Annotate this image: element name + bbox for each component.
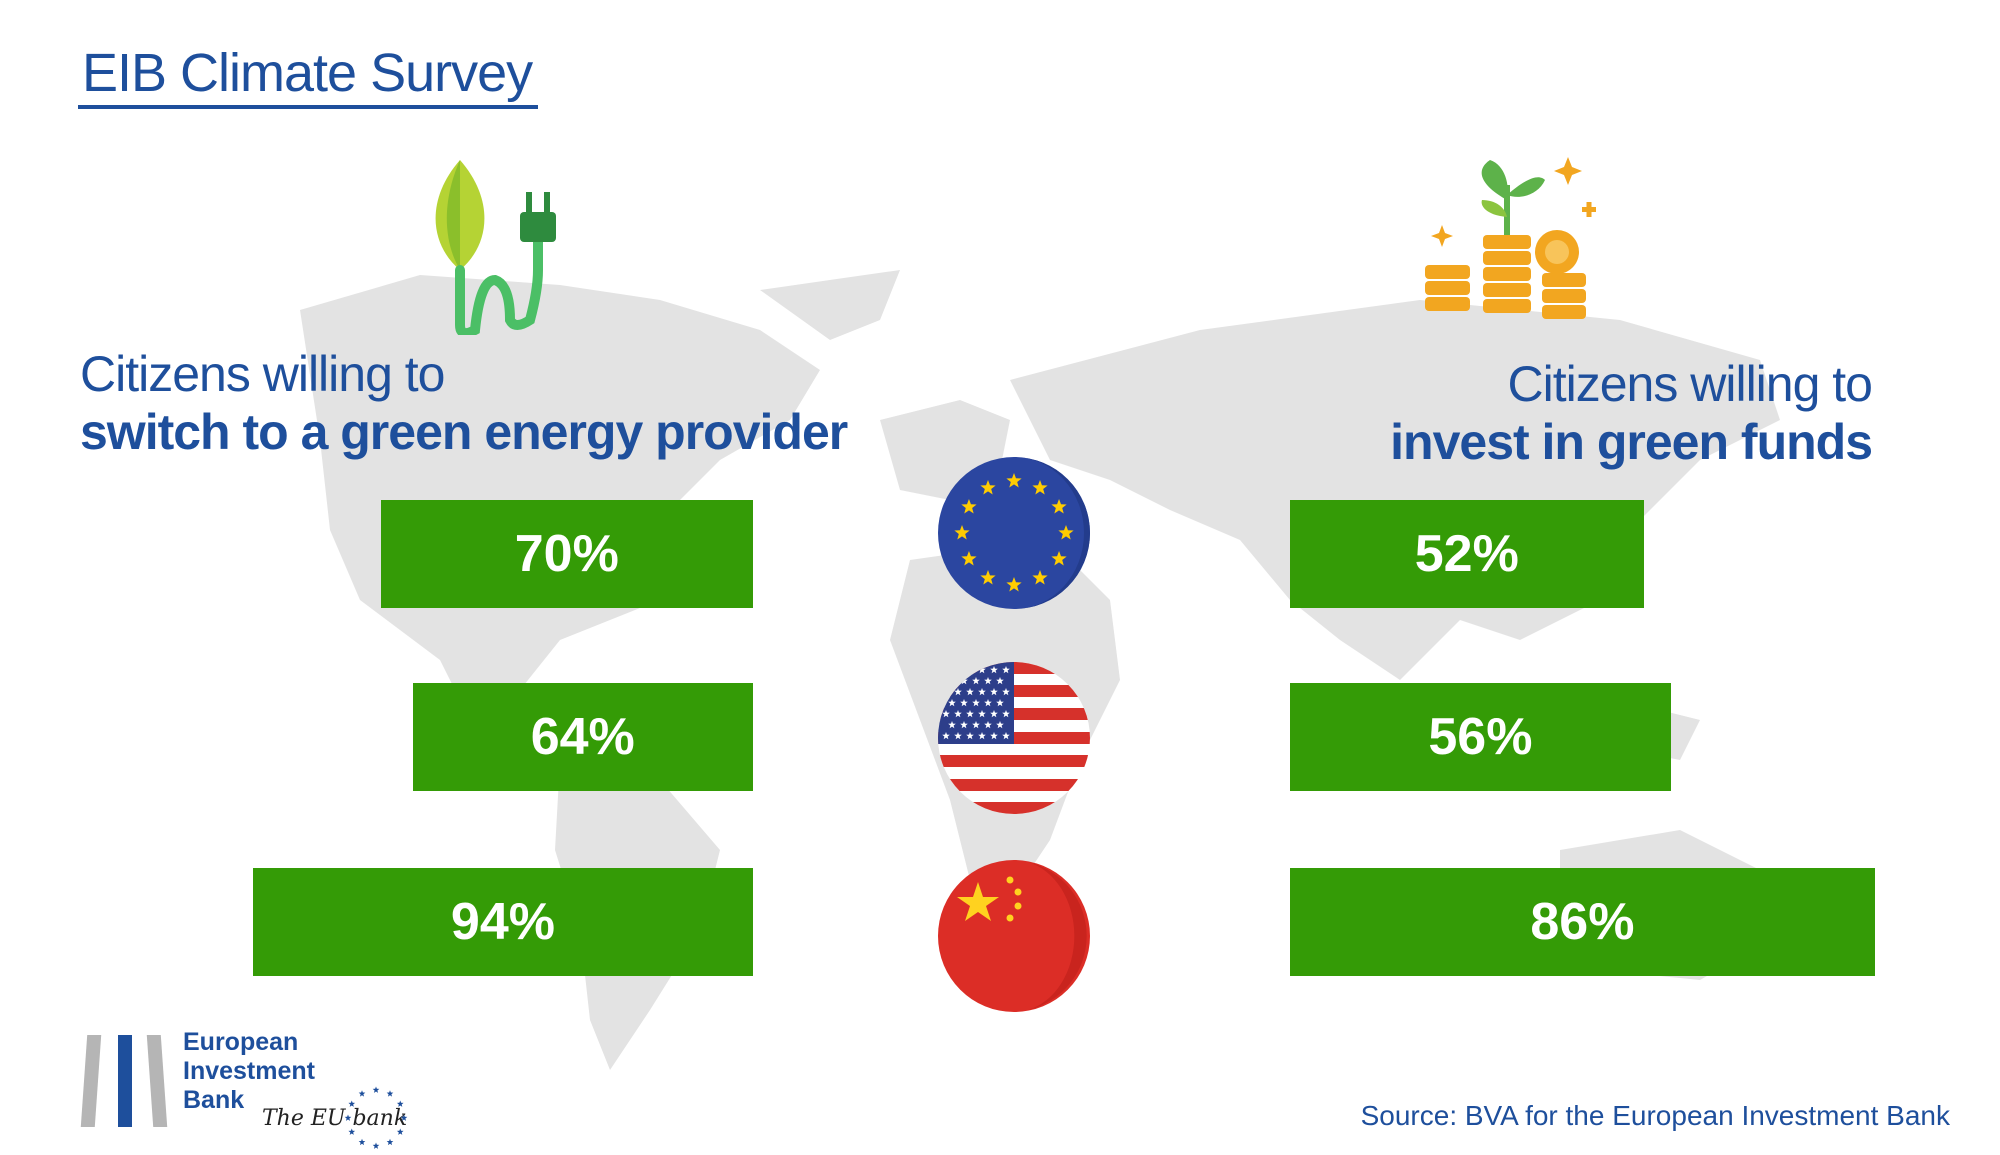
us-star xyxy=(948,677,956,685)
logo-line2: Investment xyxy=(183,1057,315,1085)
us-star xyxy=(984,677,992,685)
plug-leaf-icon xyxy=(435,160,556,335)
tagline-star xyxy=(386,1090,394,1097)
eu-star xyxy=(1032,479,1048,495)
us-star xyxy=(948,721,956,729)
bar-green-funds-eu: 52% xyxy=(1290,500,1644,608)
us-star xyxy=(960,699,968,707)
us-star xyxy=(990,732,998,740)
bar-label: 64% xyxy=(530,708,635,766)
bar-green-energy-us: 64% xyxy=(412,683,753,791)
logo-line3: Bank xyxy=(183,1086,245,1114)
us-star xyxy=(948,699,956,707)
tagline-star xyxy=(348,1128,356,1135)
us-star xyxy=(942,710,950,718)
us-star xyxy=(954,688,962,696)
us-star xyxy=(996,677,1004,685)
bar-green-funds-china: 86% xyxy=(1290,868,1875,976)
us-star xyxy=(972,699,980,707)
tagline-star xyxy=(348,1100,356,1107)
us-star xyxy=(996,699,1004,707)
eu-star xyxy=(980,479,996,495)
eu-flag-icon xyxy=(938,457,1090,609)
eib-logo-text: European Investment Bank xyxy=(183,1028,315,1115)
us-star xyxy=(978,732,986,740)
tagline-stars-icon xyxy=(344,1086,408,1149)
us-star xyxy=(984,699,992,707)
right-chart-heading: Citizens willing to invest in green fund… xyxy=(1390,355,1873,471)
us-star xyxy=(996,721,1004,729)
left-heading-line2: switch to a green energy provider xyxy=(80,404,848,460)
us-star xyxy=(984,721,992,729)
tagline-star xyxy=(358,1138,366,1146)
eu-star xyxy=(1006,577,1022,592)
us-star xyxy=(1002,732,1010,740)
tagline-star xyxy=(372,1142,380,1149)
source-note: Source: BVA for the European Investment … xyxy=(1360,1100,1950,1131)
us-star xyxy=(966,710,974,718)
us-star xyxy=(966,688,974,696)
tagline-star xyxy=(396,1100,404,1107)
eu-star xyxy=(1058,525,1074,540)
bar-green-funds-us: 56% xyxy=(1290,683,1671,791)
bar-label: 86% xyxy=(1530,893,1635,951)
eu-star xyxy=(961,551,977,566)
left-chart-heading: Citizens willing to switch to a green en… xyxy=(80,345,848,461)
us-star xyxy=(942,688,950,696)
bar-label: 70% xyxy=(514,525,619,583)
bar-label: 56% xyxy=(1428,708,1533,766)
us-star xyxy=(942,732,950,740)
us-star xyxy=(954,732,962,740)
us-star xyxy=(954,710,962,718)
us-star xyxy=(978,710,986,718)
china-flag-icon xyxy=(938,860,1090,1012)
eu-star xyxy=(954,525,970,540)
us-star xyxy=(990,666,998,674)
tagline-star xyxy=(372,1086,380,1093)
tagline-star xyxy=(358,1090,366,1097)
bar-green-energy-china: 94% xyxy=(252,868,753,976)
us-star xyxy=(978,666,986,674)
eu-star xyxy=(980,570,996,585)
us-star xyxy=(954,666,962,674)
us-star xyxy=(942,666,950,674)
tagline-star xyxy=(386,1138,394,1146)
us-star xyxy=(978,688,986,696)
left-heading-line1: Citizens willing to xyxy=(80,346,445,402)
right-heading-line2: invest in green funds xyxy=(1390,414,1873,470)
coins-plant-icon xyxy=(1425,157,1596,319)
eu-star xyxy=(1032,570,1048,585)
logo-line1: European xyxy=(183,1028,299,1056)
bar-label: 94% xyxy=(450,893,555,951)
eu-bank-tagline: The EU bank xyxy=(262,1106,408,1131)
eu-star xyxy=(1051,499,1067,514)
title-underline xyxy=(78,105,538,109)
eu-star xyxy=(961,499,977,514)
bar-green-energy-eu: 70% xyxy=(380,500,753,608)
us-star xyxy=(966,666,974,674)
us-star xyxy=(990,688,998,696)
tagline-star xyxy=(400,1114,408,1121)
us-star xyxy=(972,677,980,685)
us-star xyxy=(1002,666,1010,674)
us-star xyxy=(966,732,974,740)
us-star xyxy=(990,710,998,718)
bar-label: 52% xyxy=(1414,525,1519,583)
us-star xyxy=(1002,688,1010,696)
logo-stripe-blue xyxy=(118,1035,132,1127)
eu-star xyxy=(1006,473,1022,488)
tagline-star xyxy=(396,1128,404,1135)
us-star xyxy=(960,721,968,729)
us-flag-icon xyxy=(938,662,1090,814)
tagline-star xyxy=(344,1114,352,1121)
page-title: EIB Climate Survey xyxy=(82,43,533,103)
eu-star xyxy=(1051,551,1067,566)
right-heading-line1: Citizens willing to xyxy=(1507,356,1873,412)
us-star xyxy=(1002,710,1010,718)
us-star xyxy=(972,721,980,729)
